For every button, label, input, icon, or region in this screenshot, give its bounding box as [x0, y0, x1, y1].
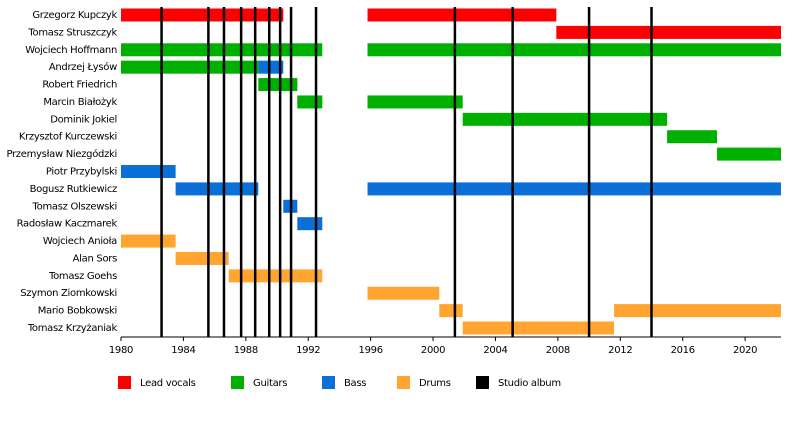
member-bar: [367, 8, 557, 22]
x-tick-label: 2020: [733, 345, 757, 356]
legend-label: Drums: [419, 378, 451, 389]
legend-label: Lead vocals: [140, 378, 196, 389]
legend-swatch: [476, 376, 489, 389]
member-label: Tomasz Olszewski: [32, 201, 117, 212]
legend-swatch: [118, 376, 131, 389]
member-bar: [367, 95, 463, 109]
member-label: Szymon Ziomkowski: [20, 288, 117, 299]
member-bar: [439, 304, 463, 318]
legend-label: Studio album: [498, 378, 561, 389]
member-label: Wojciech Anioła: [43, 236, 117, 247]
member-label: Grzegorz Kupczyk: [32, 10, 117, 21]
member-bar: [175, 182, 259, 196]
member-bar: [367, 286, 440, 300]
member-bar: [297, 217, 323, 231]
member-bar: [121, 60, 259, 74]
member-label: Wojciech Hoffmann: [25, 45, 117, 56]
member-label: Mario Bobkowski: [38, 306, 117, 317]
x-tick-label: 2004: [483, 345, 507, 356]
member-label: Piotr Przybylski: [46, 167, 117, 178]
x-tick-label: 1988: [234, 345, 258, 356]
member-bar: [258, 60, 284, 74]
member-bar: [121, 43, 323, 57]
x-tick-label: 1980: [109, 345, 133, 356]
member-bar: [297, 95, 323, 109]
member-bar: [462, 321, 615, 335]
member-label: Krzysztof Kurczewski: [19, 132, 117, 143]
member-bar: [121, 8, 284, 22]
legend-swatch: [397, 376, 410, 389]
member-label: Alan Sors: [73, 253, 117, 264]
member-bar: [462, 112, 668, 126]
member-bar: [367, 182, 781, 196]
legend-label: Guitars: [253, 378, 287, 389]
x-tick-label: 1992: [296, 345, 320, 356]
member-bar: [175, 251, 229, 265]
x-tick-label: 2016: [671, 345, 695, 356]
member-label: Dominik Jokiel: [50, 114, 117, 125]
member-bar: [121, 234, 176, 248]
member-label: Robert Friedrich: [42, 80, 117, 91]
x-tick-label: 2000: [421, 345, 445, 356]
member-bar: [614, 304, 781, 318]
member-label: Radosław Kaczmarek: [17, 219, 118, 230]
legend-label: Bass: [344, 378, 366, 389]
member-label: Bogusz Rutkiewicz: [30, 184, 117, 195]
member-bar: [367, 43, 781, 57]
member-bar: [228, 269, 323, 283]
member-bar: [667, 130, 718, 144]
member-bar: [121, 165, 176, 179]
member-bar: [556, 25, 781, 39]
legend-swatch: [231, 376, 244, 389]
member-label: Tomasz Struszczyk: [27, 27, 117, 38]
member-label: Andrzej Łysów: [49, 61, 117, 73]
x-tick-label: 1996: [359, 345, 383, 356]
member-label: Tomasz Goehs: [48, 271, 117, 282]
member-bar: [717, 147, 781, 161]
legend-swatch: [322, 376, 335, 389]
member-label: Marcin Białożyk: [43, 97, 117, 108]
x-tick-label: 2012: [608, 345, 632, 356]
x-tick-label: 1984: [171, 345, 195, 356]
member-label: Tomasz Krzyżaniak: [27, 323, 118, 334]
member-label: Przemysław Niezgódzki: [6, 148, 117, 160]
x-tick-label: 2008: [546, 345, 570, 356]
